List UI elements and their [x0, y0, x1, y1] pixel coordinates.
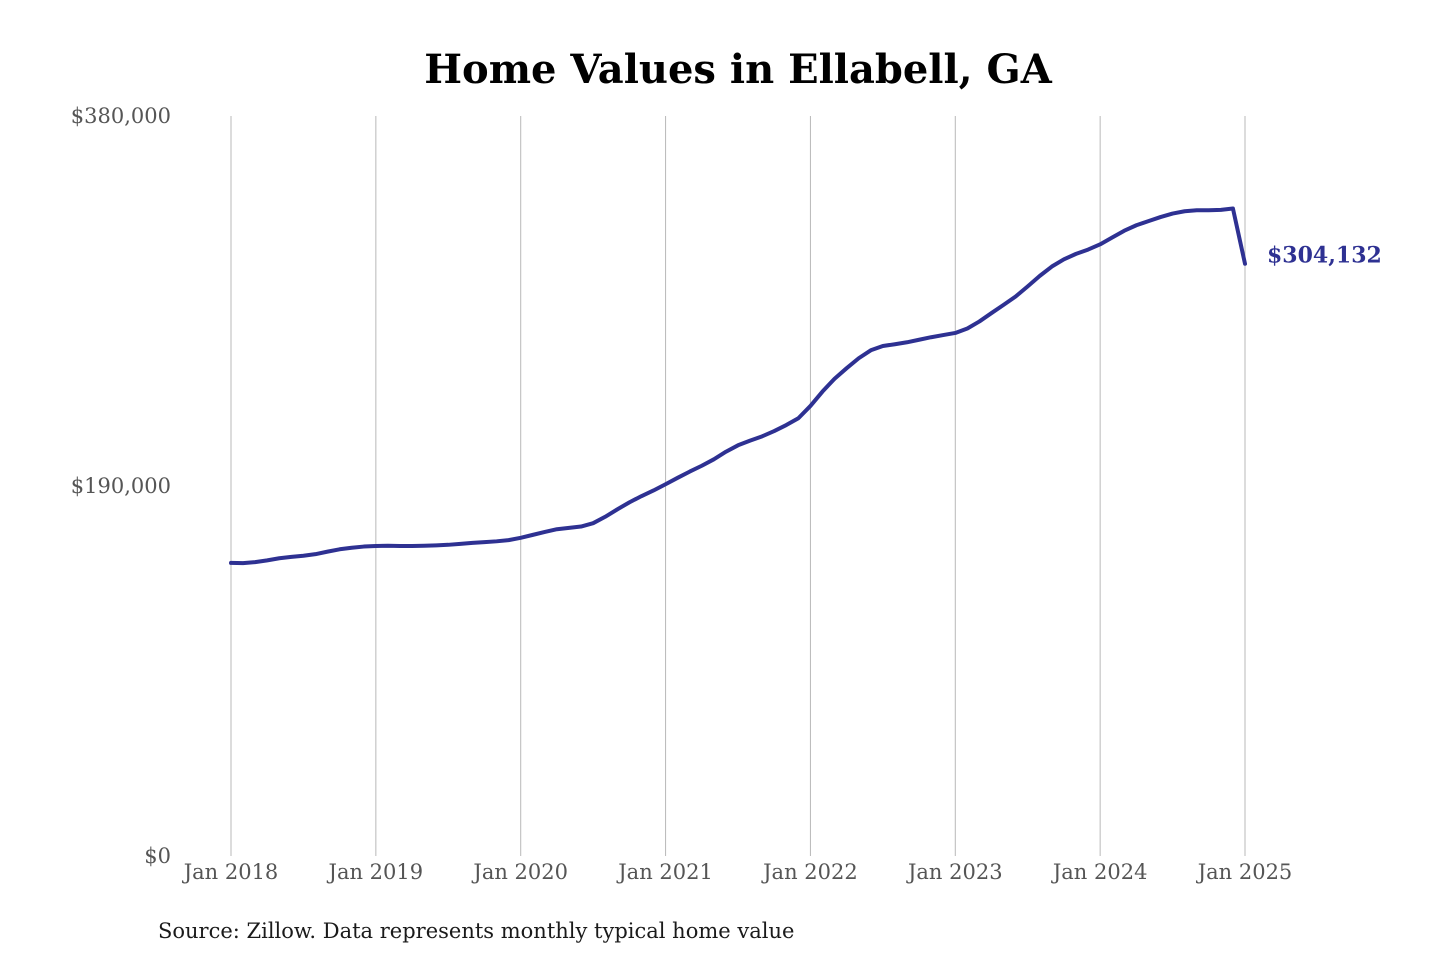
- source-note: Source: Zillow. Data represents monthly …: [158, 919, 794, 943]
- y-axis-ticks: $0 $190,000 $380,000: [71, 104, 171, 868]
- x-tick-label: Jan 2023: [906, 860, 1003, 884]
- x-tick-label: Jan 2022: [761, 860, 858, 884]
- y-tick-label: $380,000: [71, 104, 171, 128]
- chart-title: Home Values in Ellabell, GA: [424, 46, 1052, 93]
- x-tick-label: Jan 2019: [327, 860, 424, 884]
- x-tick-label: Jan 2025: [1196, 860, 1293, 884]
- home-value-line: [229, 206, 1247, 566]
- y-tick-label: $0: [144, 844, 171, 868]
- x-tick-label: Jan 2018: [182, 860, 279, 884]
- y-tick-label: $190,000: [71, 474, 171, 498]
- x-tick-label: Jan 2020: [471, 860, 568, 884]
- latest-value-label: $304,132: [1267, 243, 1382, 269]
- x-tick-label: Jan 2024: [1051, 860, 1148, 884]
- x-tick-label: Jan 2021: [616, 860, 713, 884]
- gridlines: [230, 116, 1246, 856]
- x-axis-ticks: Jan 2018 Jan 2019 Jan 2020 Jan 2021 Jan 2022…: [182, 860, 1293, 884]
